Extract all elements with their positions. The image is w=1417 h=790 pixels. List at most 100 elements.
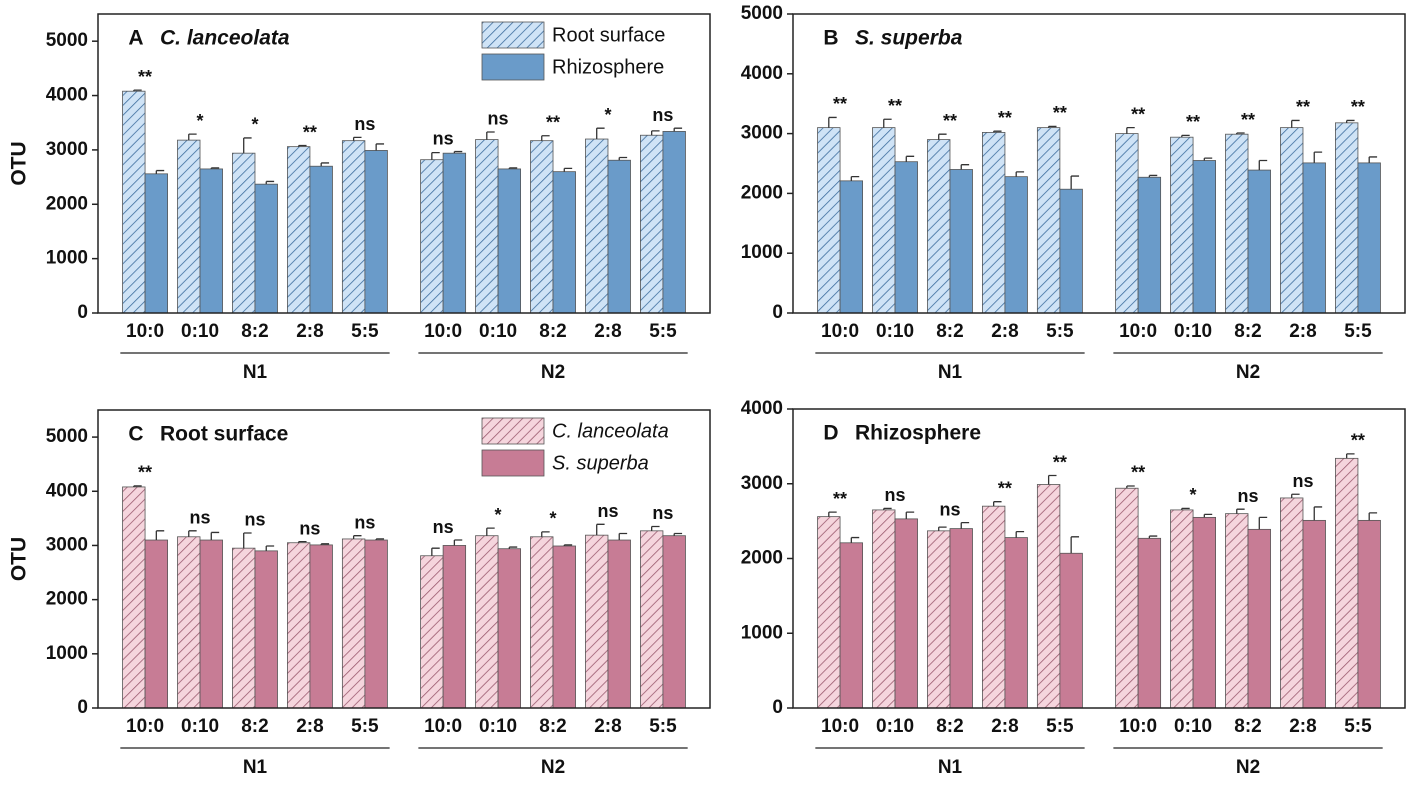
bar — [817, 516, 841, 709]
bar — [585, 534, 609, 709]
significance-label: ** — [1053, 452, 1067, 472]
error-bar — [596, 523, 605, 536]
bar — [497, 548, 521, 709]
bar — [1280, 127, 1304, 314]
significance-label: ** — [1131, 463, 1145, 483]
y-tick-label: 1000 — [46, 643, 88, 664]
bar — [1059, 552, 1083, 709]
bar — [662, 131, 686, 314]
error-bar — [1346, 119, 1355, 123]
x-tick-label: 10:0 — [821, 716, 859, 737]
bar — [927, 530, 951, 709]
error-bar — [1291, 493, 1300, 498]
group-label: N1 — [243, 362, 268, 383]
y-tick-label: 2000 — [741, 182, 783, 203]
x-tick-label: 5:5 — [1046, 321, 1074, 342]
x-tick-label: 8:2 — [539, 321, 566, 342]
x-tick-label: 5:5 — [1344, 321, 1372, 342]
bar — [1115, 487, 1139, 709]
error-bar — [960, 521, 970, 529]
significance-label: ns — [652, 503, 673, 523]
bar — [607, 539, 631, 709]
significance-label: ns — [597, 501, 618, 521]
error-bar — [431, 547, 440, 556]
bar — [552, 545, 576, 709]
error-bar — [993, 130, 1002, 133]
error-bar — [850, 536, 860, 543]
bar — [1280, 497, 1304, 709]
error-bar — [1070, 536, 1080, 554]
error-bar — [1368, 512, 1378, 521]
x-tick-label: 8:2 — [1234, 321, 1261, 342]
y-tick-label: 0 — [77, 302, 88, 323]
significance-label: ** — [1351, 97, 1365, 117]
y-tick-label: 3000 — [741, 123, 783, 144]
error-bar — [453, 539, 463, 546]
error-bar — [828, 511, 837, 517]
bar — [199, 539, 223, 709]
bar — [640, 134, 664, 314]
error-bar — [375, 538, 385, 541]
bar — [949, 528, 973, 709]
y-tick-label: 4000 — [46, 480, 88, 501]
bar — [1115, 133, 1139, 314]
bar — [1357, 519, 1381, 709]
legend-label: Root surface — [552, 24, 665, 46]
error-bar — [155, 530, 165, 541]
y-tick-label: 1000 — [46, 248, 88, 269]
group-label: N2 — [541, 757, 565, 778]
error-bar — [1313, 506, 1323, 521]
legend-label: S. superba — [552, 452, 649, 474]
error-bar — [850, 176, 860, 181]
bar — [1036, 127, 1061, 314]
bar — [442, 545, 467, 709]
significance-label: ** — [1053, 103, 1067, 123]
significance-label: ns — [885, 485, 906, 505]
bar — [530, 536, 554, 709]
significance-label: ** — [1131, 104, 1145, 124]
error-bar — [1346, 453, 1355, 459]
x-tick-label: 10:0 — [1119, 716, 1157, 737]
y-tick-label: 3000 — [741, 473, 783, 494]
error-bar — [883, 118, 892, 128]
error-bar — [563, 544, 573, 546]
significance-label: ns — [433, 517, 454, 537]
x-tick-label: 5:5 — [351, 321, 379, 342]
error-bar — [1203, 157, 1213, 161]
bar — [232, 152, 256, 314]
y-tick-label: 1000 — [741, 242, 783, 263]
bar — [1302, 162, 1326, 314]
error-bar — [133, 89, 142, 92]
bar — [872, 509, 896, 709]
bar — [1302, 519, 1326, 709]
error-bar — [210, 531, 220, 541]
x-tick-label: 8:2 — [936, 321, 963, 342]
error-bar — [1015, 530, 1025, 538]
bar — [341, 538, 366, 709]
bar — [177, 139, 201, 314]
significance-label: * — [251, 115, 258, 135]
legend-swatch — [481, 449, 545, 477]
error-bar — [883, 507, 892, 510]
bar — [199, 168, 223, 314]
x-tick-label: 0:10 — [479, 321, 517, 342]
bar — [144, 173, 168, 314]
x-tick-label: 10:0 — [424, 321, 462, 342]
significance-label: ** — [998, 478, 1012, 498]
x-tick-label: 0:10 — [1174, 716, 1212, 737]
bar — [1335, 457, 1359, 709]
plot-frame — [97, 409, 711, 709]
error-bar — [618, 156, 628, 161]
error-bar — [1258, 516, 1268, 530]
significance-label: ns — [1238, 486, 1259, 506]
x-tick-label: 8:2 — [241, 321, 268, 342]
error-bar — [431, 151, 440, 160]
panel-letter: B — [823, 27, 838, 50]
bar — [552, 171, 576, 314]
significance-label: ns — [354, 114, 375, 134]
y-tick-label: 0 — [772, 302, 783, 323]
bar — [1335, 122, 1359, 314]
y-axis-label: OTU — [8, 141, 31, 185]
y-tick-label: 0 — [77, 697, 88, 718]
significance-label: ns — [299, 518, 320, 538]
